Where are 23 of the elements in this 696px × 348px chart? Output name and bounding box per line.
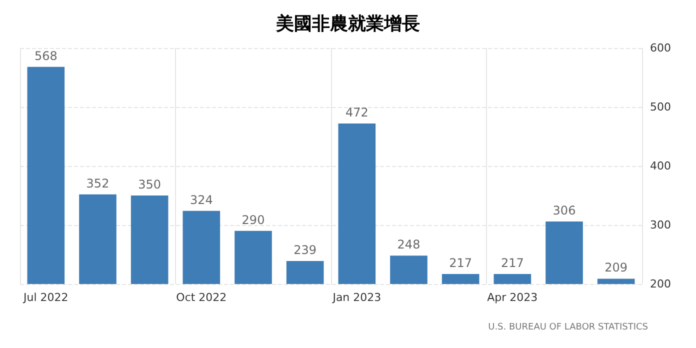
y-tick-label: 300 [650, 218, 671, 232]
data-label: 290 [242, 212, 265, 227]
data-label: 239 [294, 242, 317, 257]
x-tick-label: Jan 2023 [332, 291, 382, 304]
x-tick-label: Oct 2022 [176, 291, 227, 304]
data-label: 306 [552, 203, 576, 218]
y-tick-label: 200 [650, 278, 671, 290]
x-tick-label: Apr 2023 [487, 291, 538, 304]
data-label: 248 [397, 238, 420, 252]
data-label: 350 [138, 178, 162, 192]
data-label: 209 [604, 260, 628, 275]
data-label: 324 [190, 192, 213, 207]
data-label: 472 [345, 106, 368, 120]
data-label: 352 [86, 176, 110, 190]
y-tick-label: 500 [650, 100, 671, 114]
data-label: 217 [500, 256, 524, 270]
data-label: 568 [34, 48, 58, 63]
x-tick-label: Jul 2022 [22, 291, 68, 304]
y-tick-label: 600 [650, 42, 671, 54]
text: U.S. BUREAU OF LABOR STATISTICS [488, 322, 648, 332]
chart-title: 美國非農就業增長 [275, 14, 420, 34]
data-label: 217 [449, 256, 472, 270]
y-tick-label: 400 [650, 160, 671, 172]
